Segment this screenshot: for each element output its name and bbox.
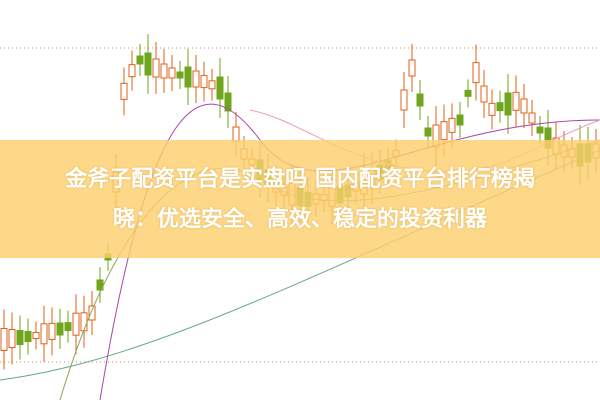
title-line-2: 晓：优选安全、高效、稳定的投资利器	[112, 207, 487, 232]
candle-body	[192, 70, 200, 88]
candle-body	[488, 102, 496, 116]
candle-body	[528, 112, 536, 124]
candle-body	[80, 312, 88, 332]
candle-body	[160, 63, 168, 79]
candle-body	[424, 127, 432, 137]
candle-body	[512, 91, 520, 111]
candle-body	[520, 98, 528, 114]
candle-body	[168, 67, 176, 79]
candle-body	[120, 82, 128, 100]
candle-body	[40, 323, 48, 345]
candle-body	[152, 58, 160, 78]
candle-body	[224, 92, 232, 112]
candle-body	[144, 52, 152, 76]
candle-body	[440, 121, 448, 141]
candle-body	[232, 126, 240, 142]
candle-body	[504, 92, 512, 116]
candle-body	[16, 330, 24, 345]
candle-body	[24, 331, 32, 342]
candle-body	[128, 64, 136, 78]
candle-body	[72, 312, 80, 336]
candle-body	[0, 328, 8, 351]
candle-body	[8, 329, 16, 348]
candle-body	[208, 80, 216, 90]
candle-body	[64, 322, 72, 332]
candle-body	[456, 114, 464, 126]
candle-body	[136, 55, 144, 65]
candle-body	[400, 89, 408, 111]
candle-body	[408, 59, 416, 77]
candle-body	[56, 322, 64, 336]
candle-body	[448, 117, 456, 133]
candle-body	[32, 332, 40, 339]
candle-body	[464, 89, 472, 97]
candle-body	[496, 102, 504, 112]
candle-body	[480, 85, 488, 103]
candle-body	[472, 62, 480, 84]
candle-body	[176, 71, 184, 79]
candle-body	[416, 93, 424, 107]
title-band	[0, 140, 600, 258]
candle-body	[200, 75, 208, 89]
candle-body	[184, 66, 192, 88]
candle-body	[216, 76, 224, 100]
candle-body	[536, 126, 544, 134]
candle-body	[88, 305, 96, 321]
title-line-1: 金斧子配资平台是实盘吗 国内配资平台排行榜揭	[65, 167, 535, 192]
article-title: 金斧子配资平台是实盘吗 国内配资平台排行榜揭 晓：优选安全、高效、稳定的投资利器	[0, 160, 600, 240]
candle-body	[48, 322, 56, 340]
